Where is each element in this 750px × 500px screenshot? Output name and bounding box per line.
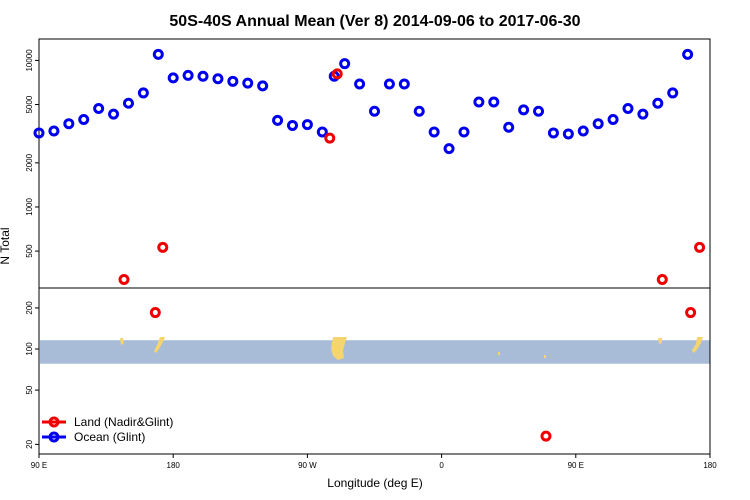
bottom-y-tick-label: 100 <box>25 342 34 356</box>
top-land-point <box>656 274 668 286</box>
top-y-tick-label: 1000 <box>25 198 34 216</box>
top-ocean-point <box>533 105 545 117</box>
top-ocean-point <box>167 72 179 84</box>
top-ocean-point <box>93 102 105 114</box>
top-ocean-point <box>577 125 589 137</box>
legend: Land (Nadir&Glint) Ocean (Glint) <box>42 415 173 444</box>
bottom-y-tick-label: 20 <box>25 439 34 448</box>
top-ocean-point <box>443 143 455 155</box>
top-ocean-point <box>182 69 194 81</box>
top-y-tick-label: 500 <box>25 244 34 258</box>
top-ocean-point <box>137 87 149 99</box>
x-tick-label: 180 <box>167 461 181 470</box>
top-ocean-point <box>398 78 410 90</box>
top-ocean-point <box>652 97 664 109</box>
top-ocean-point <box>667 87 679 99</box>
top-land-point <box>118 274 130 286</box>
legend-ocean-label: Ocean (Glint) <box>74 430 145 444</box>
ocean-band <box>40 340 710 364</box>
top-ocean-point <box>592 118 604 130</box>
land-blob <box>692 337 703 353</box>
top-ocean-point <box>562 128 574 140</box>
top-ocean-point <box>122 97 134 109</box>
top-ocean-point <box>108 108 120 120</box>
land-blob <box>544 355 546 358</box>
land-blob <box>658 338 662 344</box>
top-ocean-point <box>547 127 559 139</box>
top-ocean-point <box>682 48 694 60</box>
chart-title: 50S-40S Annual Mean (Ver 8) 2014-09-06 t… <box>169 13 580 30</box>
top-land-point <box>157 241 169 253</box>
top-ocean-point <box>286 119 298 131</box>
top-ocean-point <box>257 80 269 92</box>
x-axis: 90 E 180 90 W 0 90 E 180 <box>31 454 717 470</box>
top-y-tick-label: 5000 <box>25 95 34 113</box>
land-blob <box>498 352 500 355</box>
x-tick-label: 180 <box>703 461 717 470</box>
top-ocean-point <box>354 78 366 90</box>
y-axis-label: N Total <box>0 227 12 264</box>
top-y-axis: 500 1000 2000 5000 10000 <box>25 49 39 258</box>
land-mask-layer <box>120 337 703 360</box>
legend-ocean-marker <box>48 431 60 443</box>
top-y-tick-label: 2000 <box>25 153 34 171</box>
x-tick-label: 90 W <box>298 461 317 470</box>
top-land-point <box>331 68 343 80</box>
top-ocean-point <box>428 126 440 138</box>
bottom-panel-frame <box>38 287 711 455</box>
top-ocean-point <box>301 119 313 131</box>
top-ocean-point <box>212 73 224 85</box>
x-tick-label: 90 E <box>31 461 47 470</box>
legend-land-label: Land (Nadir&Glint) <box>74 415 173 429</box>
land-blob <box>154 337 165 353</box>
top-ocean-point <box>197 70 209 82</box>
top-ocean-point <box>242 77 254 89</box>
top-ocean-point <box>272 114 284 126</box>
top-ocean-point <box>607 114 619 126</box>
top-ocean-point <box>33 127 45 139</box>
top-ocean-point <box>339 58 351 70</box>
top-ocean-point <box>369 105 380 117</box>
ocean-band-layer <box>40 340 710 364</box>
top-ocean-point <box>413 105 425 117</box>
top-land-point <box>694 241 706 253</box>
top-ocean-point <box>518 104 530 116</box>
top-land-point <box>324 132 336 144</box>
top-ocean-point <box>78 114 90 126</box>
x-tick-label: 0 <box>439 461 444 470</box>
data-points <box>33 48 706 442</box>
top-y-tick-label: 10000 <box>25 49 34 72</box>
bottom-land-point <box>540 430 552 442</box>
top-panel-frame <box>38 38 711 289</box>
top-ocean-point <box>473 96 485 108</box>
legend-land-marker <box>48 416 60 428</box>
top-ocean-point <box>48 125 60 137</box>
top-ocean-point <box>316 126 328 138</box>
bottom-land-point <box>685 307 697 319</box>
land-blob <box>331 337 347 360</box>
bottom-land-point <box>149 307 161 319</box>
bottom-y-tick-label: 50 <box>25 385 34 394</box>
top-ocean-point <box>458 126 470 138</box>
top-ocean-point <box>503 121 515 133</box>
top-ocean-point <box>63 118 75 130</box>
plot-frames <box>38 38 711 455</box>
top-ocean-point <box>227 75 239 87</box>
top-ocean-point <box>152 48 164 60</box>
land-blob <box>120 338 124 345</box>
bottom-y-axis: 20 50 100 200 <box>25 301 39 449</box>
x-axis-label: Longitude (deg E) <box>327 476 422 490</box>
x-tick-label: 90 E <box>568 461 584 470</box>
top-ocean-point <box>637 108 649 120</box>
top-ocean-point <box>383 78 395 90</box>
top-ocean-point <box>488 96 500 108</box>
bottom-y-tick-label: 200 <box>25 301 34 315</box>
top-ocean-point <box>622 102 634 114</box>
